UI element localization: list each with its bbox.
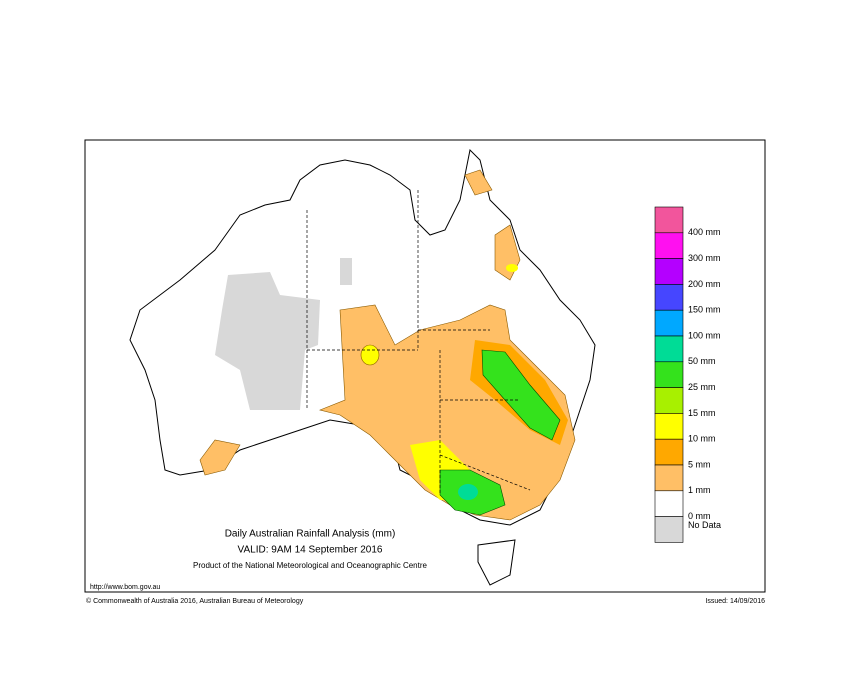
legend-swatch [654,309,684,337]
legend-swatch [654,258,684,285]
legend-swatch [654,464,684,492]
legend-label: 5 mm [688,459,711,469]
legend-swatch [654,516,684,543]
rain-area [458,484,478,500]
legend-swatch [654,387,684,414]
map-title: Daily Australian Rainfall Analysis (mm) [225,529,396,540]
legend: 400 mm 300 mm 200 mm 150 mm 100 mm 50 mm 25 mm… [654,206,721,543]
legend-label: 10 mm [688,434,716,444]
legend-label: No Data [688,520,721,530]
legend-swatch [654,413,684,440]
legend-label: 15 mm [688,408,716,418]
rain-area [464,169,493,196]
legend-label: 50 mm [688,356,716,366]
legend-label: 1 mm [688,485,711,495]
copyright: © Commonwealth of Australia 2016, Austra… [86,597,304,605]
legend-label: 25 mm [688,382,716,392]
tasmania [477,539,516,586]
legend-label: 300 mm [688,253,721,263]
rain-area [360,344,380,366]
url: http://www.bom.gov.au [90,584,160,591]
legend-swatch [654,490,684,517]
valid-time: VALID: 9AM 14 September 2016 [238,545,383,556]
legend-label: 100 mm [688,330,721,340]
rain-area [481,349,561,441]
rain-area [199,439,241,476]
rain-area [506,264,518,272]
legend-label: 400 mm [688,227,721,237]
legend-swatch [654,335,684,363]
legend-swatch [654,361,684,388]
legend-swatch [654,206,684,234]
legend-label: 150 mm [688,305,721,315]
legend-swatch [654,438,684,466]
legend-label: 0 mm [688,511,711,521]
state-borders [306,190,531,495]
no-data-area [215,272,320,410]
legend-swatch [654,232,684,259]
no-data-area [340,258,352,285]
issued: Issued: 14/09/2016 [705,598,765,605]
legend-swatch [654,284,684,311]
product-note: Product of the National Meteorological a… [193,561,427,570]
legend-label: 200 mm [688,279,721,289]
